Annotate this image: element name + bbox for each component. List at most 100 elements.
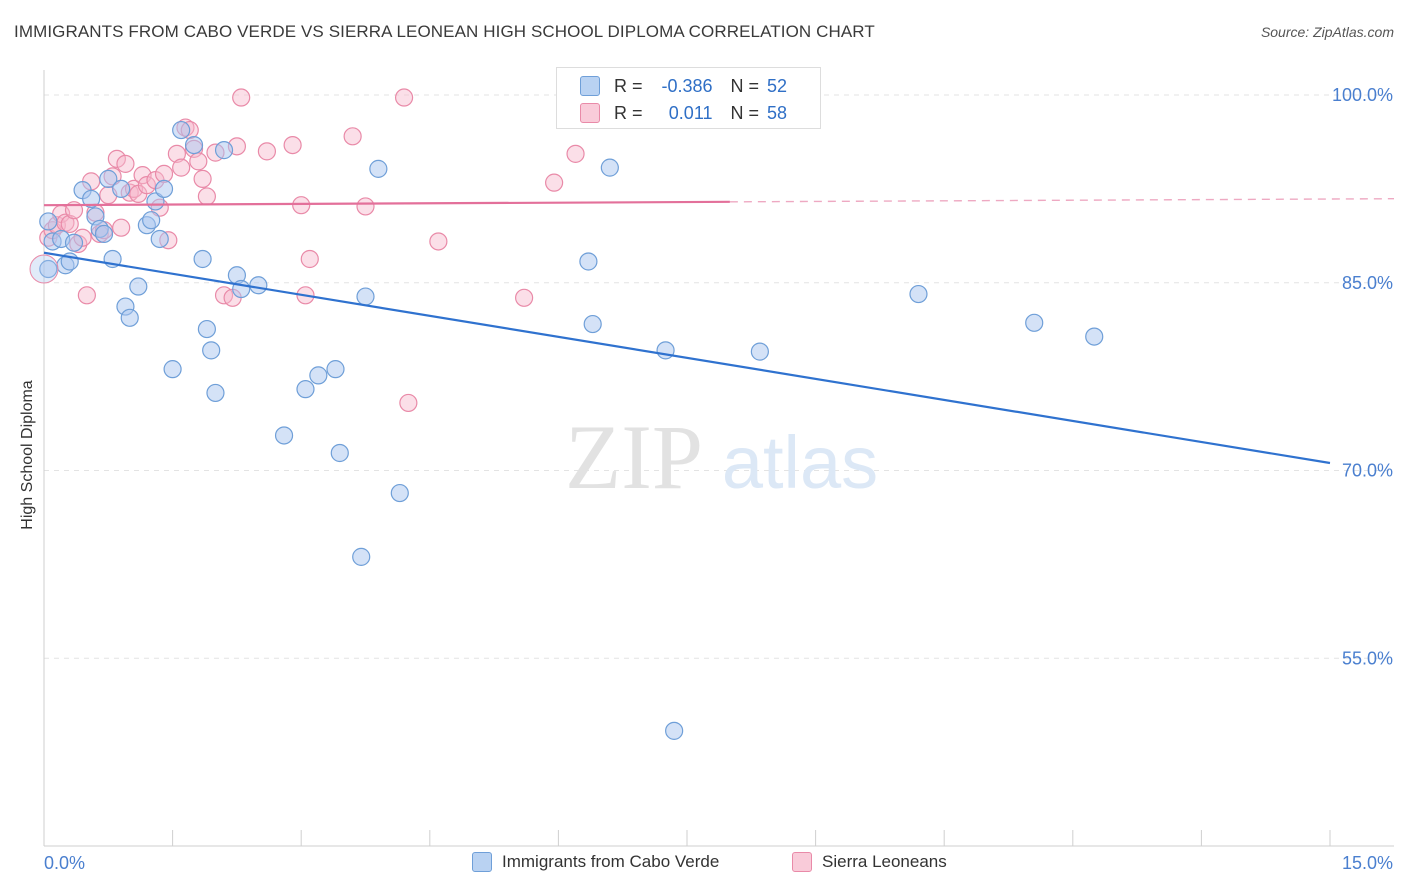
point-sierra-leoneans-49 — [399, 393, 418, 413]
stats-n-pink: 58 — [767, 102, 788, 123]
gridlines — [44, 94, 1394, 659]
point-cabo-verde-0 — [39, 259, 58, 279]
point-cabo-verde-26 — [193, 249, 212, 269]
point-sierra-leoneans-17 — [112, 218, 131, 237]
legend-item-sierra-leoneans[interactable]: Sierra Leoneans — [792, 852, 947, 872]
x-tick-label-0: 0.0% — [44, 853, 85, 873]
point-cabo-verde-21 — [150, 229, 169, 249]
point-sierra-leoneans-23 — [137, 176, 156, 195]
point-cabo-verde-1 — [39, 212, 58, 231]
stats-r-label: R = — [614, 75, 643, 96]
point-cabo-verde-17 — [129, 277, 148, 296]
point-sierra-leoneans-16 — [107, 149, 126, 168]
trend-line-cabo-verde — [43, 251, 1331, 465]
legend-swatch-pink — [792, 852, 812, 872]
point-sierra-leoneans-35 — [197, 187, 216, 206]
axes — [43, 70, 1394, 847]
point-cabo-verde-edge — [29, 254, 59, 284]
stats-legend: R = -0.386 N = 52 R = 0.011 N = 58 — [556, 67, 821, 129]
series-cabo-verde — [29, 120, 1104, 740]
stats-n-label: N = — [730, 102, 760, 123]
stats-swatch-pink — [580, 103, 600, 123]
point-cabo-verde-44 — [583, 314, 602, 334]
point-sierra-leoneans-34 — [193, 169, 212, 188]
watermark-zip: ZIP — [565, 406, 703, 508]
point-sierra-leoneans-53 — [566, 144, 585, 163]
point-sierra-leoneans-46 — [343, 127, 362, 146]
legend-label-cabo-verde: Immigrants from Cabo Verde — [502, 852, 720, 871]
point-cabo-verde-14 — [112, 179, 131, 199]
point-sierra-leoneans-48 — [394, 88, 414, 107]
point-sierra-leoneans-40 — [232, 88, 251, 107]
point-cabo-verde-16 — [120, 308, 139, 327]
point-sierra-leoneans-5 — [60, 214, 79, 234]
point-cabo-verde-40 — [356, 287, 375, 306]
legend-item-cabo-verde[interactable]: Immigrants from Cabo Verde — [472, 852, 719, 872]
point-sierra-leoneans-45 — [300, 249, 319, 269]
point-cabo-verde-45 — [600, 158, 619, 177]
watermark-atlas: atlas — [722, 421, 878, 504]
watermark: ZIP atlas — [565, 406, 878, 508]
trend-lines — [43, 198, 1395, 465]
point-cabo-verde-23 — [163, 360, 182, 379]
chart-title: IMMIGRANTS FROM CABO VERDE VS SIERRA LEO… — [14, 22, 875, 41]
point-cabo-verde-24 — [172, 120, 191, 140]
stats-r-blue: -0.386 — [661, 75, 713, 96]
point-sierra-leoneans-28 — [167, 144, 186, 163]
point-sierra-leoneans-52 — [545, 173, 564, 192]
stats-row-pink: R = 0.011 N = 58 — [557, 100, 787, 126]
point-cabo-verde-8 — [82, 189, 101, 209]
trend-line-sierra-leoneans-dashed — [729, 198, 1395, 203]
point-cabo-verde-51 — [1085, 327, 1104, 346]
point-cabo-verde-41 — [369, 159, 388, 178]
source-credit: Source: ZipAtlas.com — [1260, 24, 1394, 40]
stats-swatch-blue — [580, 76, 600, 96]
legend-swatch-blue — [472, 852, 492, 872]
point-cabo-verde-42 — [390, 483, 409, 503]
point-sierra-leoneans-33 — [189, 152, 208, 171]
point-sierra-leoneans-43 — [292, 196, 311, 215]
point-cabo-verde-39 — [352, 547, 371, 566]
point-cabo-verde-19 — [142, 211, 161, 230]
point-cabo-verde-49 — [909, 284, 928, 304]
point-cabo-verde-11 — [94, 224, 114, 244]
point-sierra-leoneans-9 — [77, 286, 96, 305]
point-cabo-verde-38 — [330, 443, 349, 463]
y-tick-label-2: 70.0% — [1342, 461, 1393, 481]
point-sierra-leoneans-42 — [283, 135, 302, 155]
x-tick-label-1: 15.0% — [1342, 853, 1393, 873]
point-cabo-verde-37 — [326, 360, 345, 379]
point-cabo-verde-36 — [309, 366, 328, 385]
point-cabo-verde-47 — [665, 721, 684, 740]
trend-line-sierra-leoneans — [43, 200, 730, 207]
point-cabo-verde-34 — [274, 426, 294, 445]
point-cabo-verde-30 — [214, 141, 234, 160]
series-sierra-leoneans — [39, 88, 585, 413]
point-cabo-verde-27 — [197, 319, 216, 339]
point-cabo-verde-22 — [154, 179, 174, 199]
point-cabo-verde-33 — [249, 276, 268, 295]
point-cabo-verde-43 — [579, 252, 598, 271]
y-tick-label-3: 55.0% — [1342, 648, 1393, 668]
point-cabo-verde-35 — [296, 380, 315, 399]
point-sierra-leoneans-51 — [515, 288, 534, 307]
stats-r-label: R = — [614, 102, 643, 123]
point-sierra-leoneans-41 — [257, 142, 277, 161]
point-sierra-leoneans-29 — [172, 158, 191, 177]
point-sierra-leoneans-47 — [356, 197, 375, 216]
point-sierra-leoneans-50 — [429, 232, 448, 251]
point-cabo-verde-48 — [750, 342, 769, 361]
stats-n-blue: 52 — [767, 75, 788, 96]
legend: Immigrants from Cabo Verde Sierra Leonea… — [0, 852, 1406, 878]
point-cabo-verde-29 — [206, 383, 225, 403]
legend-label-sierra-leoneans: Sierra Leoneans — [822, 852, 947, 871]
tick-labels: 100.0% 85.0% 70.0% 55.0% 0.0% 15.0% — [44, 85, 1393, 873]
point-cabo-verde-12 — [99, 169, 118, 188]
stats-n-label: N = — [730, 75, 760, 96]
point-cabo-verde-50 — [1025, 313, 1044, 332]
stats-row-blue: R = -0.386 N = 52 — [557, 73, 787, 99]
point-cabo-verde-25 — [184, 135, 204, 155]
point-cabo-verde-6 — [64, 233, 84, 252]
point-sierra-leoneans-18 — [116, 154, 135, 173]
